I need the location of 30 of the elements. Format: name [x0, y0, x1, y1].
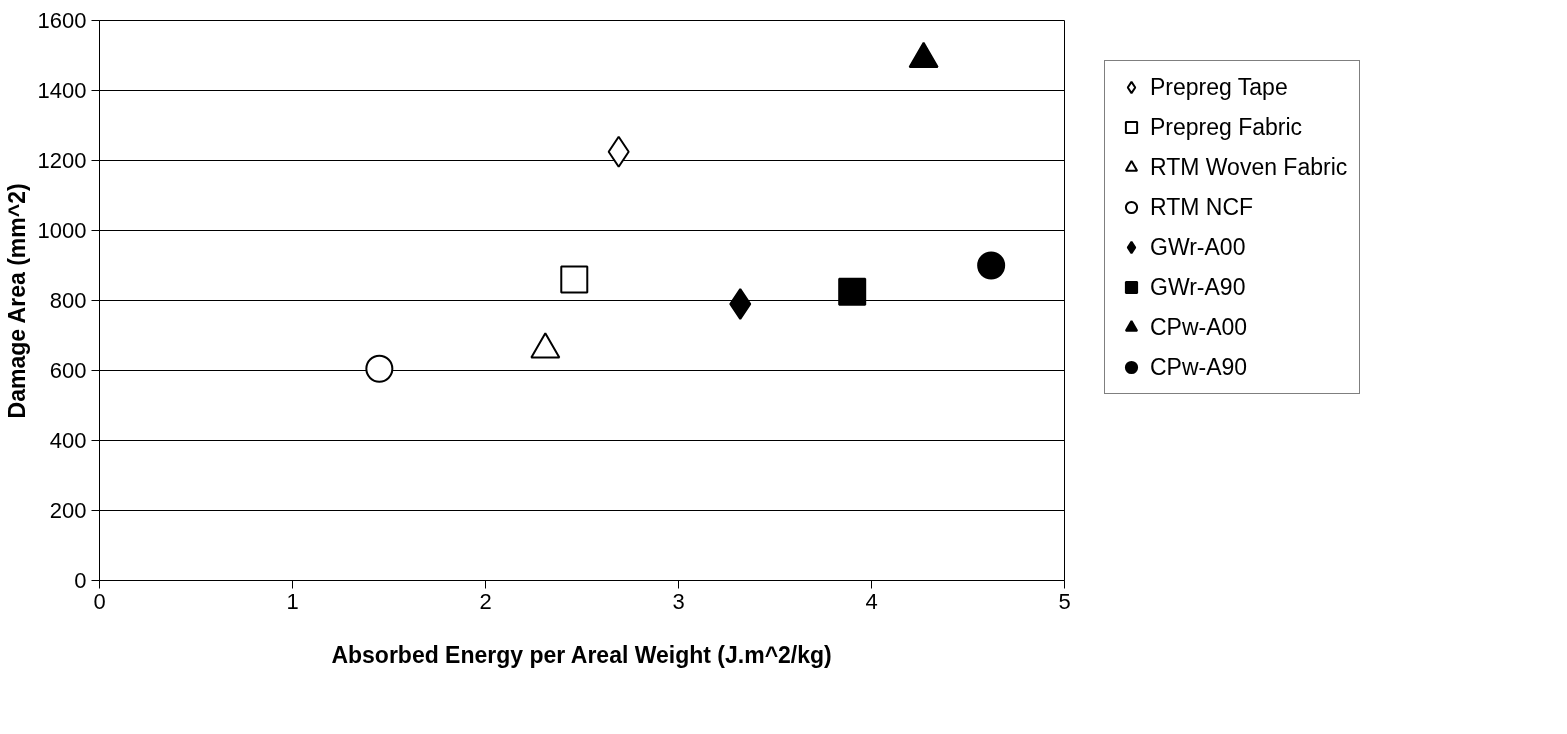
legend-label: CPw-A90	[1150, 353, 1248, 381]
point	[365, 354, 394, 383]
legend-label: RTM Woven Fabric	[1150, 153, 1348, 181]
y-axis-title: Damage Area (mm^2)	[3, 183, 30, 419]
y-tick-label: 1000	[37, 218, 87, 243]
legend-label: RTM NCF	[1150, 193, 1254, 221]
legend-label: CPw-A00	[1150, 313, 1248, 341]
y-tick-label: 600	[49, 358, 87, 383]
point	[838, 277, 867, 306]
x-tick-label: 4	[865, 588, 878, 614]
x-tick-label: 0	[93, 588, 106, 614]
x-tick-label: 2	[479, 588, 492, 614]
point	[977, 251, 1006, 280]
y-tick-label: 400	[49, 428, 87, 453]
point	[560, 265, 589, 294]
legend-label: GWr-A90	[1150, 273, 1246, 301]
y-tick-label: 200	[49, 498, 87, 523]
point	[729, 288, 752, 320]
legend-label: Prepreg Tape	[1150, 73, 1288, 101]
y-tick-label: 1200	[37, 148, 87, 173]
legend-label: GWr-A00	[1150, 233, 1246, 261]
y-tick-label: 1600	[37, 8, 87, 33]
x-tick-label: 1	[286, 588, 299, 614]
x-tick-label: 5	[1058, 588, 1071, 614]
y-tick-label: 800	[49, 288, 87, 313]
legend-label: Prepreg Fabric	[1150, 113, 1303, 141]
y-tick-label: 1400	[37, 78, 87, 103]
y-tick-label: 0	[74, 568, 87, 593]
x-tick-label: 3	[672, 588, 685, 614]
x-axis-title: Absorbed Energy per Areal Weight (J.m^2/kg)	[331, 641, 832, 668]
